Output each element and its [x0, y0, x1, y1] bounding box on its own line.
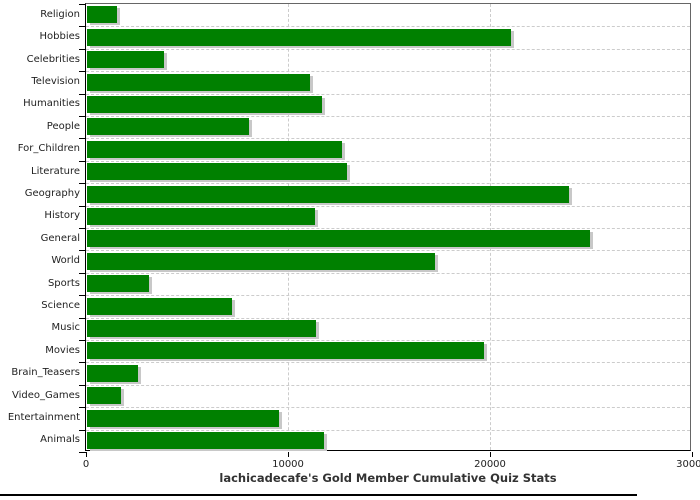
bar [87, 230, 590, 248]
category-label: World [51, 255, 80, 267]
grid-line-horizontal [86, 93, 690, 95]
grid-line-horizontal [86, 429, 690, 431]
bar [87, 432, 325, 449]
category-label: People [46, 120, 80, 132]
category-label: General [40, 232, 80, 244]
grid-line-horizontal [86, 116, 690, 117]
y-axis-tick [79, 250, 86, 252]
bar [87, 6, 118, 24]
y-axis-tick [79, 93, 86, 95]
grid-line-horizontal [86, 317, 690, 319]
grid-line-vertical [490, 4, 491, 450]
y-axis-tick [79, 228, 86, 229]
grid-line-horizontal [86, 71, 690, 73]
bar [87, 409, 279, 427]
category-label: Celebrities [26, 53, 80, 65]
bar [87, 73, 311, 91]
y-axis-tick [79, 4, 86, 5]
grid-line-horizontal [86, 228, 690, 229]
y-axis-tick [79, 183, 86, 185]
category-label: Sports [47, 277, 80, 289]
y-axis-tick [79, 317, 86, 319]
bar [87, 51, 164, 69]
chart-title: lachicadecafe's Gold Member Cumulative Q… [219, 471, 557, 485]
grid-line-horizontal [86, 48, 690, 50]
grid-line-horizontal [86, 183, 690, 185]
grid-line-horizontal [86, 26, 690, 28]
category-label: Brain_Teasers [11, 367, 80, 379]
grid-line-horizontal [86, 272, 690, 274]
grid-line-horizontal [86, 362, 690, 364]
grid-line-horizontal [86, 384, 690, 386]
y-axis-tick [79, 160, 86, 162]
y-axis-tick [79, 205, 86, 207]
category-label: Entertainment [7, 411, 80, 423]
grid-line-horizontal [86, 160, 690, 162]
category-label: For_Children [17, 143, 80, 155]
category-label: Movies [45, 344, 80, 356]
bar [87, 320, 317, 337]
y-axis-tick [79, 48, 86, 50]
y-axis-tick [79, 452, 86, 453]
x-axis-tick [691, 452, 693, 457]
y-axis-tick [79, 429, 86, 431]
grid-line-horizontal [86, 205, 690, 207]
grid-line-horizontal [86, 295, 690, 297]
bar [87, 118, 249, 136]
category-label: Science [41, 299, 80, 311]
grid-line-horizontal [86, 250, 690, 252]
category-label: Hobbies [39, 31, 80, 43]
bar [87, 387, 122, 405]
category-label: Video_Games [12, 389, 80, 401]
y-axis-tick [79, 71, 86, 73]
plot-area: Religion Hobbies Celebrities Television Huma… [8, 3, 700, 470]
category-label: History [44, 210, 80, 222]
category-label: Television [31, 75, 80, 87]
y-axis-tick [79, 272, 86, 274]
bar [87, 364, 138, 382]
grid-line-horizontal [86, 407, 690, 409]
bar [87, 185, 569, 203]
y-axis-tick [79, 26, 86, 28]
y-axis-tick [79, 407, 86, 409]
x-axis-tick [489, 452, 491, 457]
x-axis-tick-label: 30000 [676, 459, 700, 470]
grid-line-vertical [288, 4, 289, 450]
y-axis-tick [79, 340, 86, 341]
bar [87, 208, 316, 225]
bar [87, 342, 484, 360]
bar [87, 297, 233, 315]
x-axis-tick-label: 20000 [474, 459, 506, 470]
bar [87, 163, 347, 181]
y-axis-tick [79, 362, 86, 364]
grid-line-horizontal [86, 340, 690, 341]
category-label: Geography [24, 187, 80, 199]
category-label: Music [51, 322, 80, 334]
y-axis-tick [79, 138, 86, 140]
x-axis-tick [287, 452, 289, 457]
category-label: Religion [40, 8, 80, 20]
bar [87, 28, 512, 46]
y-axis-tick [79, 116, 86, 117]
category-label: Humanities [23, 98, 80, 110]
category-label: Animals [40, 434, 80, 446]
x-axis-tick-label: 10000 [272, 459, 304, 470]
bar [87, 96, 323, 113]
y-axis-tick [79, 384, 86, 386]
category-label: Literature [31, 165, 80, 177]
bar [87, 252, 436, 270]
x-axis-tick-label: 0 [82, 459, 90, 470]
grid-line-horizontal [86, 138, 690, 140]
x-axis-tick [85, 452, 87, 457]
bottom-divider-line [0, 494, 637, 496]
bar [87, 140, 342, 158]
bar [87, 275, 149, 293]
y-axis-tick [79, 295, 86, 297]
